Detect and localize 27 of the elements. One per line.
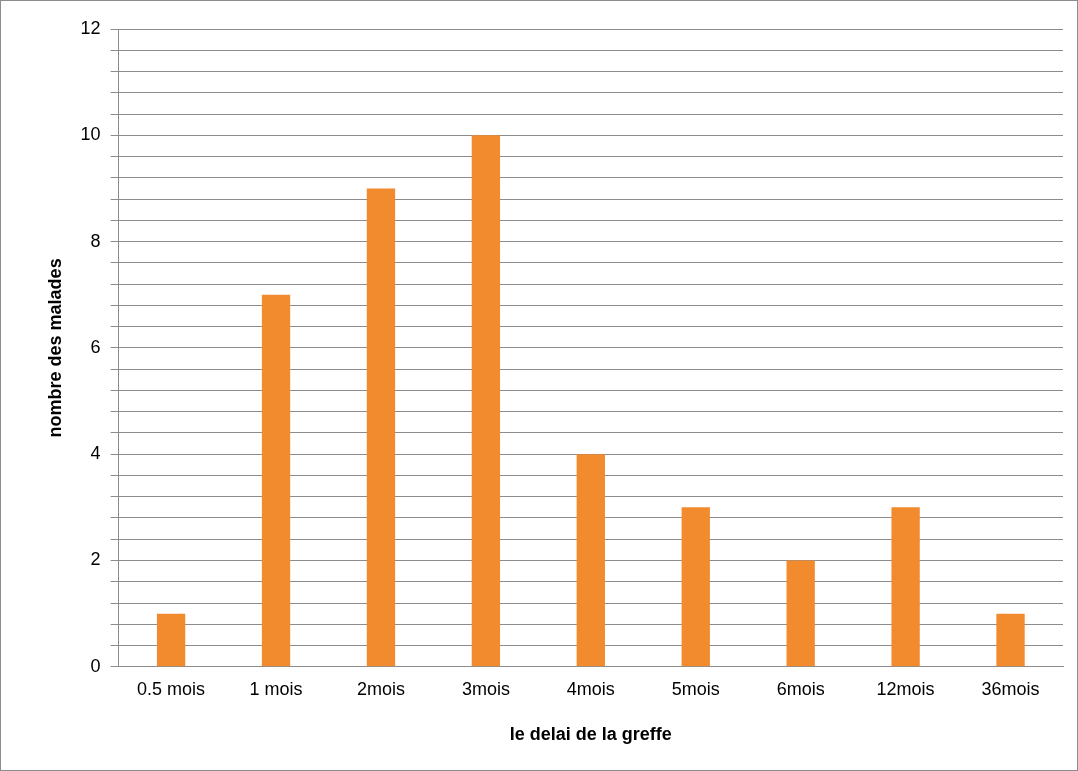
x-axis-title: le delai de la greffe [509,724,672,745]
bar [471,135,501,667]
bar [156,613,186,667]
y-tick-label: 12 [80,17,101,38]
x-tick-label: 5mois [671,678,720,699]
bar [681,507,710,667]
x-tick-label: 6mois [776,678,825,699]
bar [261,294,291,667]
x-tick-label: 1 mois [249,678,303,699]
y-tick-label: 0 [90,655,101,676]
y-tick-label: 6 [90,336,101,357]
x-tick-label: 36mois [981,678,1040,699]
y-tick-label: 4 [90,443,101,464]
bar [996,613,1025,667]
x-tick-label: 0.5 mois [137,678,206,699]
bar [576,454,605,667]
bar [891,507,920,667]
x-tick-label: 4mois [566,678,615,699]
y-tick-label: 2 [90,549,101,570]
x-tick-label: 12mois [876,678,935,699]
bar [786,560,815,667]
x-tick-label: 2mois [356,678,405,699]
y-axis-title: nombre des malades [44,258,65,438]
y-tick-label: 8 [90,230,101,251]
bar [366,188,396,667]
y-tick-label: 10 [80,124,101,145]
x-tick-label: 3mois [461,678,510,699]
